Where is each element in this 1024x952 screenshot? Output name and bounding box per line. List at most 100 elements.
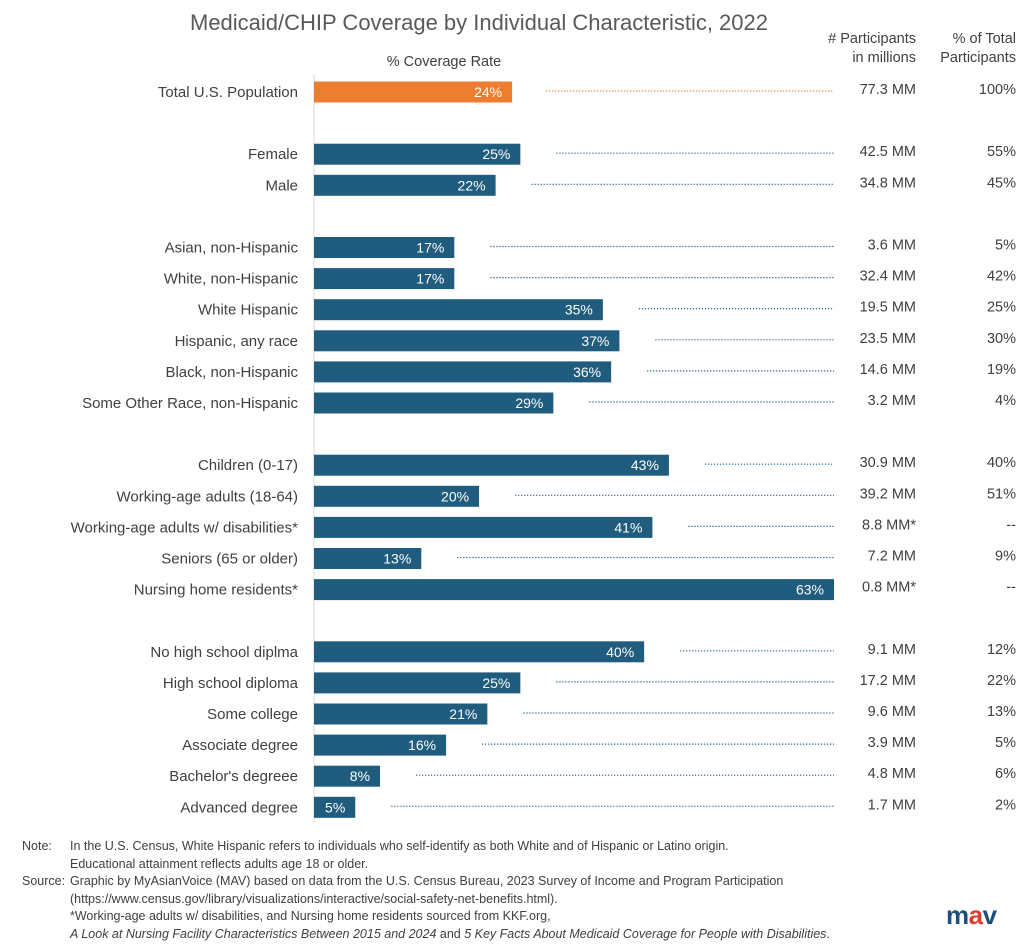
bar-value-label: 20% xyxy=(441,488,469,504)
share-header-line1: % of Total xyxy=(953,31,1016,47)
participants-value: 32.4 MM xyxy=(860,269,916,285)
participants-value: 42.5 MM xyxy=(860,144,916,160)
category-label: Working-age adults w/ disabilities* xyxy=(71,519,298,536)
category-label: Hispanic, any race xyxy=(175,333,298,350)
share-value: -- xyxy=(1006,580,1016,596)
bar xyxy=(314,454,669,476)
bar-value-label: 37% xyxy=(581,333,609,349)
category-label: Some Other Race, non-Hispanic xyxy=(82,395,298,412)
share-value: 25% xyxy=(987,300,1016,316)
bar-value-label: 40% xyxy=(606,644,634,660)
share-value: 13% xyxy=(987,704,1016,720)
source-label: Source: xyxy=(22,874,66,889)
bar-value-label: 43% xyxy=(631,457,659,473)
share-value: 9% xyxy=(995,549,1016,565)
share-value: 45% xyxy=(987,175,1016,191)
share-value: 5% xyxy=(995,735,1016,751)
category-label: White, non-Hispanic xyxy=(164,271,299,288)
participants-value: 4.8 MM xyxy=(868,766,916,782)
participants-value: 1.7 MM xyxy=(868,797,916,813)
participants-value: 19.5 MM xyxy=(860,300,916,316)
share-value: 5% xyxy=(995,238,1016,254)
bar-value-label: 24% xyxy=(474,84,502,100)
logo-letter-a: a xyxy=(968,900,983,930)
bar xyxy=(314,516,653,538)
category-label: Some college xyxy=(207,706,298,723)
participants-value: 14.6 MM xyxy=(860,362,916,378)
participants-value: 9.6 MM xyxy=(868,704,916,720)
logo-letter-m: m xyxy=(946,900,969,930)
category-label: Total U.S. Population xyxy=(158,84,298,101)
bar xyxy=(314,641,645,663)
category-label: Female xyxy=(248,146,298,163)
participants-value: 7.2 MM xyxy=(868,549,916,565)
bar xyxy=(314,392,554,414)
mav-logo: mav xyxy=(946,900,997,930)
bar xyxy=(314,765,381,787)
participants-header-line2: in millions xyxy=(852,50,916,66)
share-value: 51% xyxy=(987,486,1016,502)
bar-value-label: 8% xyxy=(350,768,370,784)
participants-value: 3.6 MM xyxy=(868,238,916,254)
participants-value: 3.9 MM xyxy=(868,735,916,751)
participants-value: 8.8 MM* xyxy=(862,517,916,533)
notes-block: Note: In the U.S. Census, White Hispanic… xyxy=(22,838,922,944)
bar xyxy=(314,796,356,818)
chart-rows: Total U.S. Population 24% 77.3 MM 100% Femal… xyxy=(71,81,1016,818)
participants-value: 34.8 MM xyxy=(860,175,916,191)
bar-value-label: 25% xyxy=(482,675,510,691)
category-label: Black, non-Hispanic xyxy=(165,364,298,381)
category-label: High school diploma xyxy=(163,675,299,692)
share-value: 6% xyxy=(995,766,1016,782)
bar-value-label: 21% xyxy=(449,706,477,722)
bar-value-label: 16% xyxy=(408,737,436,753)
category-label: Male xyxy=(265,177,298,194)
bar-value-label: 25% xyxy=(482,146,510,162)
note-label: Note: xyxy=(22,839,52,853)
share-value: 22% xyxy=(987,673,1016,689)
source-text: Graphic by MyAsianVoice (MAV) based on d… xyxy=(70,873,922,943)
category-label: Asian, non-Hispanic xyxy=(165,240,299,257)
bar xyxy=(314,579,834,601)
source-line-3: *Working-age adults w/ disabilities, and… xyxy=(70,909,551,924)
bar xyxy=(314,672,521,694)
bar xyxy=(314,485,480,507)
bar-value-label: 36% xyxy=(573,364,601,380)
bar-value-label: 22% xyxy=(458,177,486,193)
note-row: Note: In the U.S. Census, White Hispanic… xyxy=(22,838,922,873)
source-article-2: 5 Key Facts About Medicaid Coverage for … xyxy=(464,926,827,941)
share-value: -- xyxy=(1006,517,1016,533)
category-label: Seniors (65 or older) xyxy=(161,551,298,568)
source-line-2: (https://www.census.gov/library/visualiz… xyxy=(70,891,558,906)
chart-title: Medicaid/CHIP Coverage by Individual Cha… xyxy=(190,10,768,35)
bar-value-label: 5% xyxy=(325,799,345,815)
share-value: 42% xyxy=(987,269,1016,285)
source-row: Source: Graphic by MyAsianVoice (MAV) ba… xyxy=(22,873,922,943)
category-label: No high school diplma xyxy=(150,644,298,661)
share-value: 12% xyxy=(987,642,1016,658)
bar xyxy=(314,268,455,290)
bar-value-label: 35% xyxy=(565,302,593,318)
x-axis-label: % Coverage Rate xyxy=(387,54,501,70)
participants-value: 3.2 MM xyxy=(868,393,916,409)
bar xyxy=(314,299,603,321)
share-value: 100% xyxy=(979,82,1016,98)
bar-value-label: 29% xyxy=(515,395,543,411)
note-line-2: Educational attainment reflects adults a… xyxy=(70,856,369,871)
share-value: 40% xyxy=(987,455,1016,471)
participants-value: 17.2 MM xyxy=(860,673,916,689)
share-value: 4% xyxy=(995,393,1016,409)
participants-header-line1: # Participants xyxy=(828,31,916,47)
bar-value-label: 17% xyxy=(416,271,444,287)
source-period: . xyxy=(826,926,830,941)
participants-value: 39.2 MM xyxy=(860,486,916,502)
bar-value-label: 17% xyxy=(416,240,444,256)
share-value: 30% xyxy=(987,331,1016,347)
chart: Medicaid/CHIP Coverage by Individual Cha… xyxy=(71,10,1016,822)
logo-letter-v: v xyxy=(982,900,997,930)
participants-value: 0.8 MM* xyxy=(862,580,916,596)
participants-value: 9.1 MM xyxy=(868,642,916,658)
note-line-1: In the U.S. Census, White Hispanic refer… xyxy=(70,839,729,853)
share-value: 19% xyxy=(987,362,1016,378)
bar xyxy=(314,143,521,165)
